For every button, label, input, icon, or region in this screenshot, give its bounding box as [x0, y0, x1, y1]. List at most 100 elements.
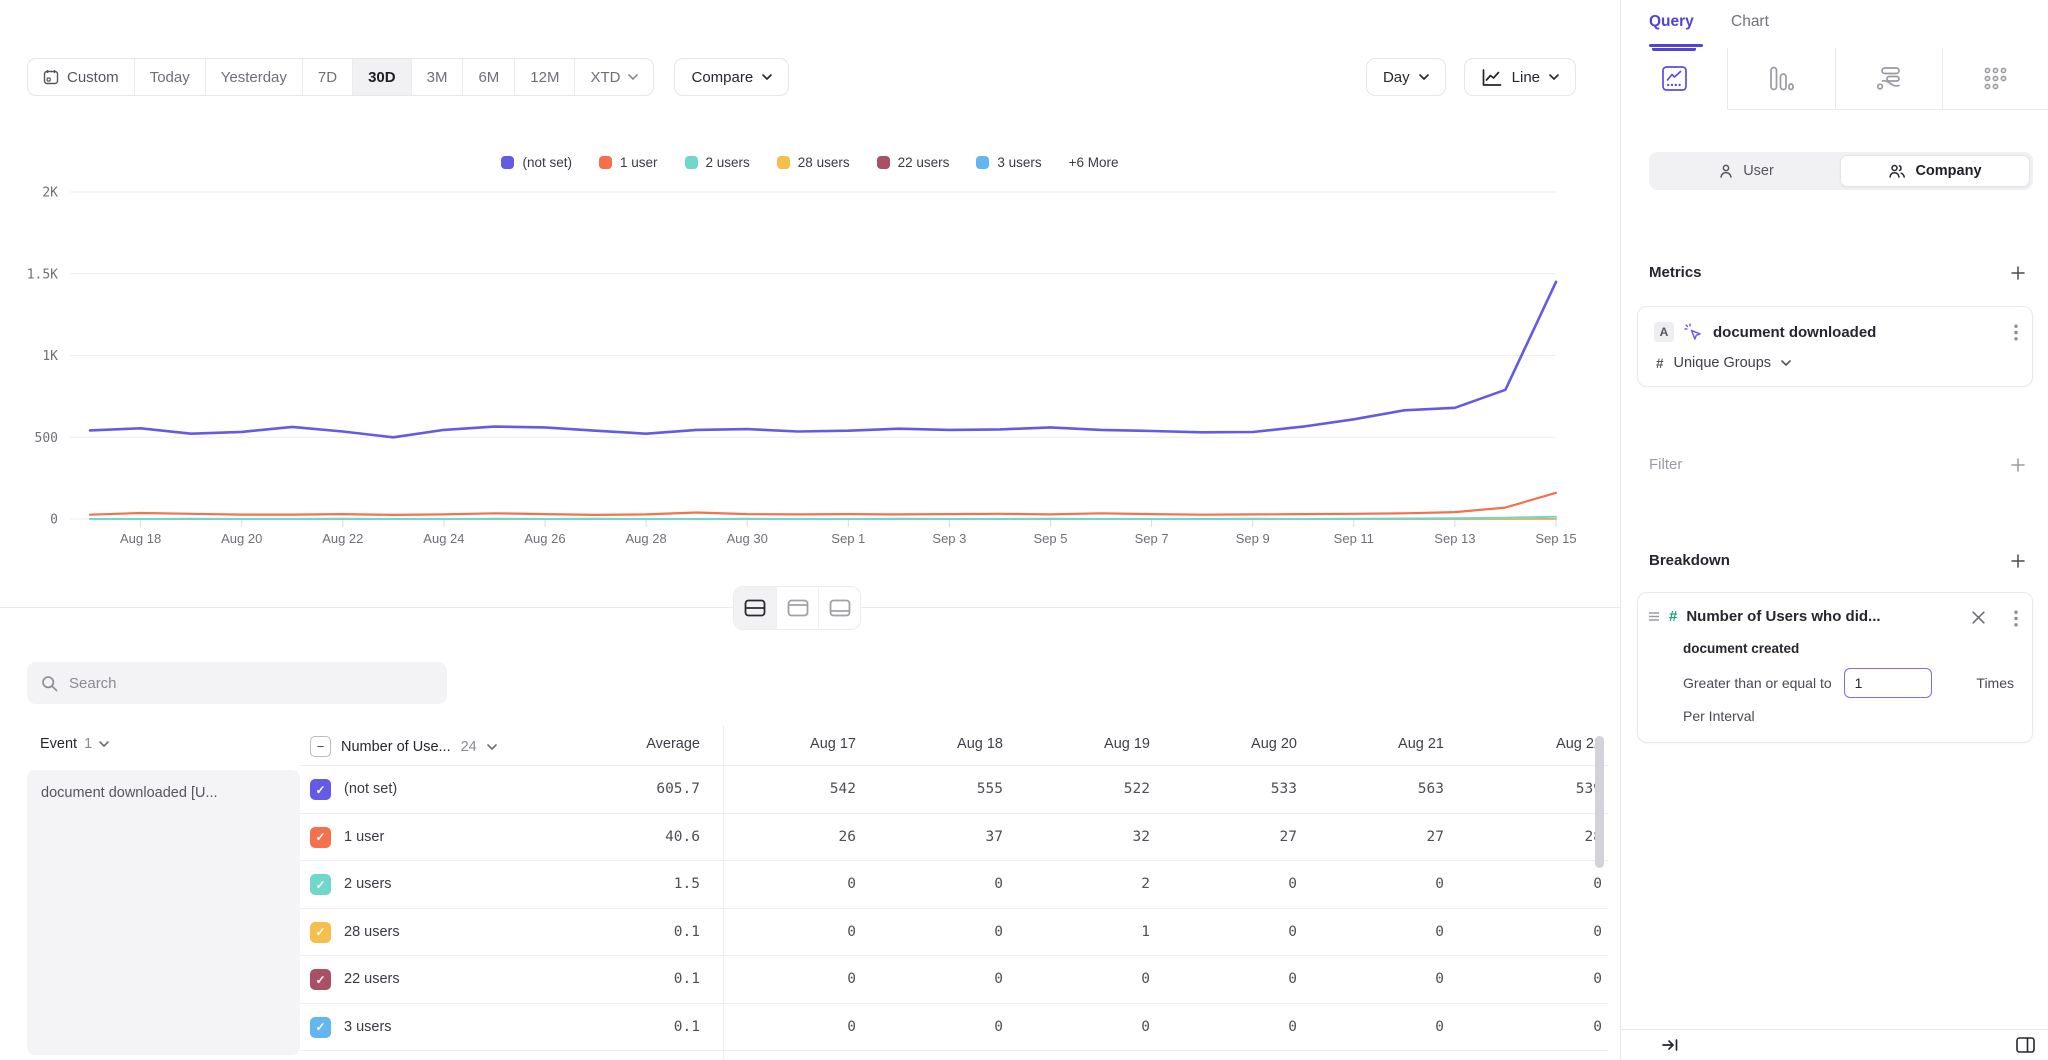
average-value: 0.1: [540, 924, 700, 940]
range-today[interactable]: Today: [134, 59, 205, 95]
series-label: 28 users: [344, 924, 400, 940]
average-value: 1.5: [540, 876, 700, 892]
range-7d[interactable]: 7D: [302, 59, 352, 95]
cell-value: 0: [1164, 876, 1311, 892]
breakdown-menu-icon[interactable]: [2014, 610, 2018, 627]
vertical-scrollbar[interactable]: [1595, 730, 1604, 1056]
row-values: 263732272728: [723, 829, 1608, 845]
line-chart: 05001K1.5K2KAug 18Aug 20Aug 22Aug 24Aug …: [0, 180, 1620, 565]
breakdown-unit-label: Times: [1976, 675, 2014, 691]
interval-dropdown[interactable]: Day: [1366, 58, 1446, 96]
cell-value: 0: [1017, 1019, 1164, 1035]
range-yesterday[interactable]: Yesterday: [205, 59, 302, 95]
metric-card[interactable]: A document downloaded # Unique Groups: [1637, 306, 2033, 387]
chart-style-tab-bar[interactable]: [1727, 48, 1834, 110]
cell-value: 0: [1311, 924, 1458, 940]
series-column-header[interactable]: − Number of Use... 24: [310, 736, 497, 757]
metrics-heading: Metrics: [1649, 264, 1702, 281]
legend-item-3-users[interactable]: 3 users: [976, 155, 1041, 170]
x-axis-label: Sep 13: [1434, 531, 1475, 546]
compare-button[interactable]: Compare: [674, 58, 789, 96]
average-value: 0.1: [540, 1019, 700, 1035]
breakdown-per-label: Per Interval: [1683, 708, 2016, 724]
event-column-header[interactable]: Event 1: [40, 736, 109, 752]
range-custom[interactable]: Custom: [28, 59, 134, 95]
breakdown-card[interactable]: # Number of Users who did... document cr…: [1637, 592, 2033, 743]
legend-label: 22 users: [898, 155, 950, 170]
interval-label: Day: [1383, 69, 1410, 86]
range-label: Yesterday: [221, 69, 287, 86]
metric-title: document downloaded: [1713, 324, 1876, 341]
row-checkbox[interactable]: ✓: [310, 1017, 331, 1038]
tab-query[interactable]: Query: [1649, 13, 1694, 31]
collapse-panel-icon[interactable]: [1661, 1037, 1679, 1053]
breakdown-condition-label: Greater than or equal to: [1683, 675, 1832, 691]
x-axis-label: Sep 3: [932, 531, 966, 546]
y-axis-label: 500: [35, 431, 58, 446]
cell-value: 0: [1017, 971, 1164, 987]
measure-selector[interactable]: # Unique Groups: [1654, 355, 2016, 371]
layout-toggle: [733, 586, 861, 630]
range-30d[interactable]: 30D: [352, 59, 411, 95]
row-values: 000000: [723, 1019, 1608, 1035]
row-checkbox[interactable]: ✓: [310, 827, 331, 848]
cell-value: 32: [1017, 829, 1164, 845]
row-checkbox[interactable]: ✓: [310, 779, 331, 800]
range-label: Custom: [67, 69, 119, 86]
cell-value: 555: [870, 781, 1017, 797]
chart-style-tab-flow[interactable]: [1835, 48, 1942, 110]
layout-table-only-button[interactable]: [818, 587, 860, 629]
drag-handle-icon[interactable]: [1648, 611, 1660, 622]
range-6m[interactable]: 6M: [462, 59, 514, 95]
metric-menu-icon[interactable]: [2014, 324, 2018, 341]
y-axis-label: 1.5K: [27, 267, 58, 282]
remove-breakdown-icon[interactable]: [1971, 610, 1986, 625]
row-checkbox[interactable]: ✓: [310, 874, 331, 895]
add-filter-button[interactable]: [2010, 457, 2026, 473]
cell-value: 0: [1164, 971, 1311, 987]
range-12m[interactable]: 12M: [514, 59, 574, 95]
hash-icon: #: [1656, 356, 1664, 371]
line-chart-box-icon: [1661, 65, 1688, 92]
chart-style-tab-grid[interactable]: [1942, 48, 2048, 110]
chart-legend: (not set) 1 user 2 users 28 users 22 users 3 …: [0, 155, 1620, 170]
row-checkbox[interactable]: ✓: [310, 969, 331, 990]
breakdown-event: document created: [1683, 641, 2016, 656]
legend-item-1-user[interactable]: 1 user: [599, 155, 658, 170]
legend-swatch: [976, 156, 989, 169]
layout-chart-only-button[interactable]: [776, 587, 818, 629]
legend-item-2-users[interactable]: 2 users: [685, 155, 750, 170]
select-all-checkbox[interactable]: −: [310, 736, 331, 757]
side-panel-icon[interactable]: [2016, 1037, 2035, 1053]
add-metric-button[interactable]: [2010, 265, 2026, 281]
range-label: 6M: [478, 69, 499, 86]
user-toggle[interactable]: User: [1652, 155, 1840, 187]
legend-item-not-set[interactable]: (not set): [501, 155, 572, 170]
table-header: Event 1 − Number of Use... 24 Average Au…: [0, 726, 1620, 766]
analytics-app: Custom Today Yesterday 7D30D3M 6M 12MXTD Comp…: [0, 0, 2048, 1060]
add-breakdown-button[interactable]: [2010, 553, 2026, 569]
row-checkbox[interactable]: ✓: [310, 922, 331, 943]
chart-type-dropdown[interactable]: Line: [1464, 58, 1576, 96]
x-axis-label: Sep 15: [1535, 531, 1576, 546]
legend-item-28-users[interactable]: 28 users: [777, 155, 850, 170]
people-icon: [1888, 163, 1906, 179]
event-cell[interactable]: document downloaded [U...: [27, 770, 300, 1055]
breakdown-value-input[interactable]: [1844, 668, 1932, 698]
date-column-header: Aug 19: [1017, 736, 1164, 752]
legend-more-button[interactable]: +6 More: [1069, 155, 1119, 170]
legend-item-22-users[interactable]: 22 users: [877, 155, 950, 170]
search-input[interactable]: [69, 675, 433, 692]
company-toggle[interactable]: Company: [1840, 155, 2030, 187]
range-xtd[interactable]: XTD: [574, 59, 653, 95]
layout-split-button[interactable]: [734, 587, 776, 629]
row-values: 001000: [723, 924, 1608, 940]
series-header-label: Number of Use...: [341, 739, 451, 755]
scrollbar-thumb[interactable]: [1595, 736, 1604, 868]
tab-chart[interactable]: Chart: [1731, 13, 1769, 31]
range-3m[interactable]: 3M: [411, 59, 463, 95]
chevron-down-icon: [1419, 74, 1429, 80]
x-axis-label: Aug 28: [625, 531, 666, 546]
cell-value: 0: [723, 1019, 870, 1035]
chart-style-tab-line[interactable]: [1621, 48, 1727, 110]
